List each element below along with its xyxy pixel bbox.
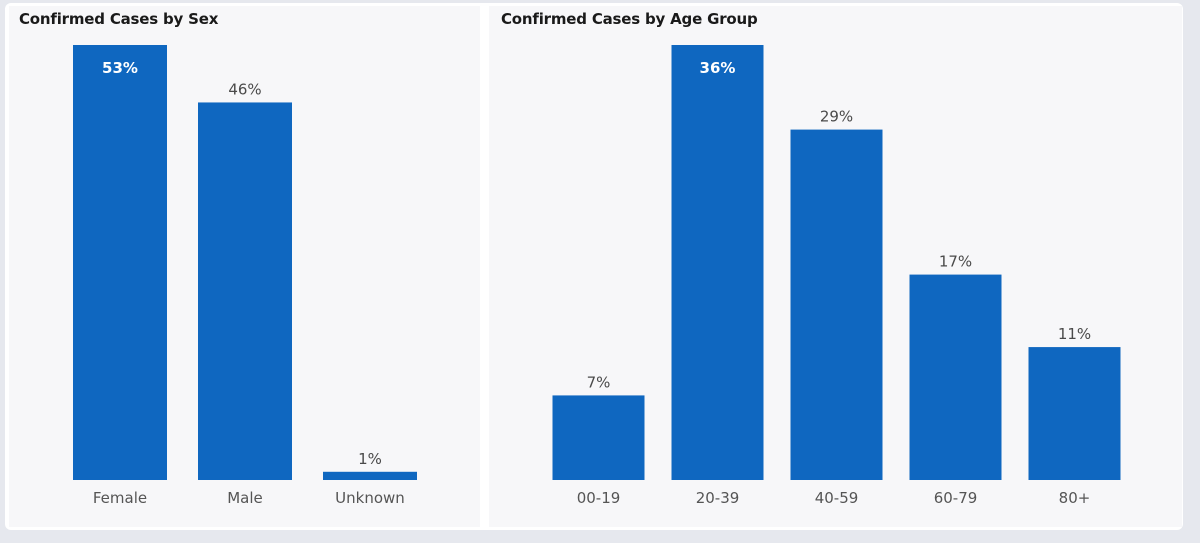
category-label: Female: [93, 489, 147, 507]
data-label: 29%: [820, 108, 853, 126]
category-label: 40-59: [815, 489, 859, 507]
bar-40-59[interactable]: [790, 129, 883, 480]
data-label: 53%: [102, 59, 138, 77]
data-label: 46%: [228, 80, 261, 98]
bar-female[interactable]: [73, 45, 167, 480]
category-label: Unknown: [335, 489, 405, 507]
chart-title-sex: Confirmed Cases by Sex: [19, 10, 219, 28]
category-label: Male: [227, 489, 263, 507]
category-label: 80+: [1059, 489, 1091, 507]
category-label: 00-19: [577, 489, 621, 507]
bar-male[interactable]: [198, 102, 292, 481]
bar-unknown[interactable]: [323, 471, 417, 480]
chart-panel-sex: Confirmed Cases by Sex 53% Female 46% Male 1…: [9, 6, 480, 527]
bar-20-39[interactable]: [671, 45, 764, 480]
data-label: 7%: [587, 373, 611, 391]
bar-chart-age: 7% 00-19 36% 20-39 29% 40-59 17% 60-79 11% 80+: [552, 45, 1121, 507]
data-label: 1%: [358, 450, 382, 468]
data-label: 17%: [939, 253, 972, 271]
bar-chart-sex: 53% Female 46% Male 1% Unknown: [73, 45, 417, 507]
category-label: 20-39: [696, 489, 740, 507]
bar-00-19[interactable]: [552, 395, 645, 480]
dashboard-card: Confirmed Cases by Sex 53% Female 46% Male 1…: [5, 3, 1183, 530]
category-label: 60-79: [934, 489, 978, 507]
bar-60-79[interactable]: [909, 274, 1002, 480]
data-label: 36%: [700, 59, 736, 77]
chart-panel-age: Confirmed Cases by Age Group 7% 00-19 36% 2…: [489, 6, 1182, 527]
data-label: 11%: [1058, 325, 1091, 343]
chart-title-age: Confirmed Cases by Age Group: [501, 10, 758, 28]
bar-80-[interactable]: [1028, 347, 1121, 480]
